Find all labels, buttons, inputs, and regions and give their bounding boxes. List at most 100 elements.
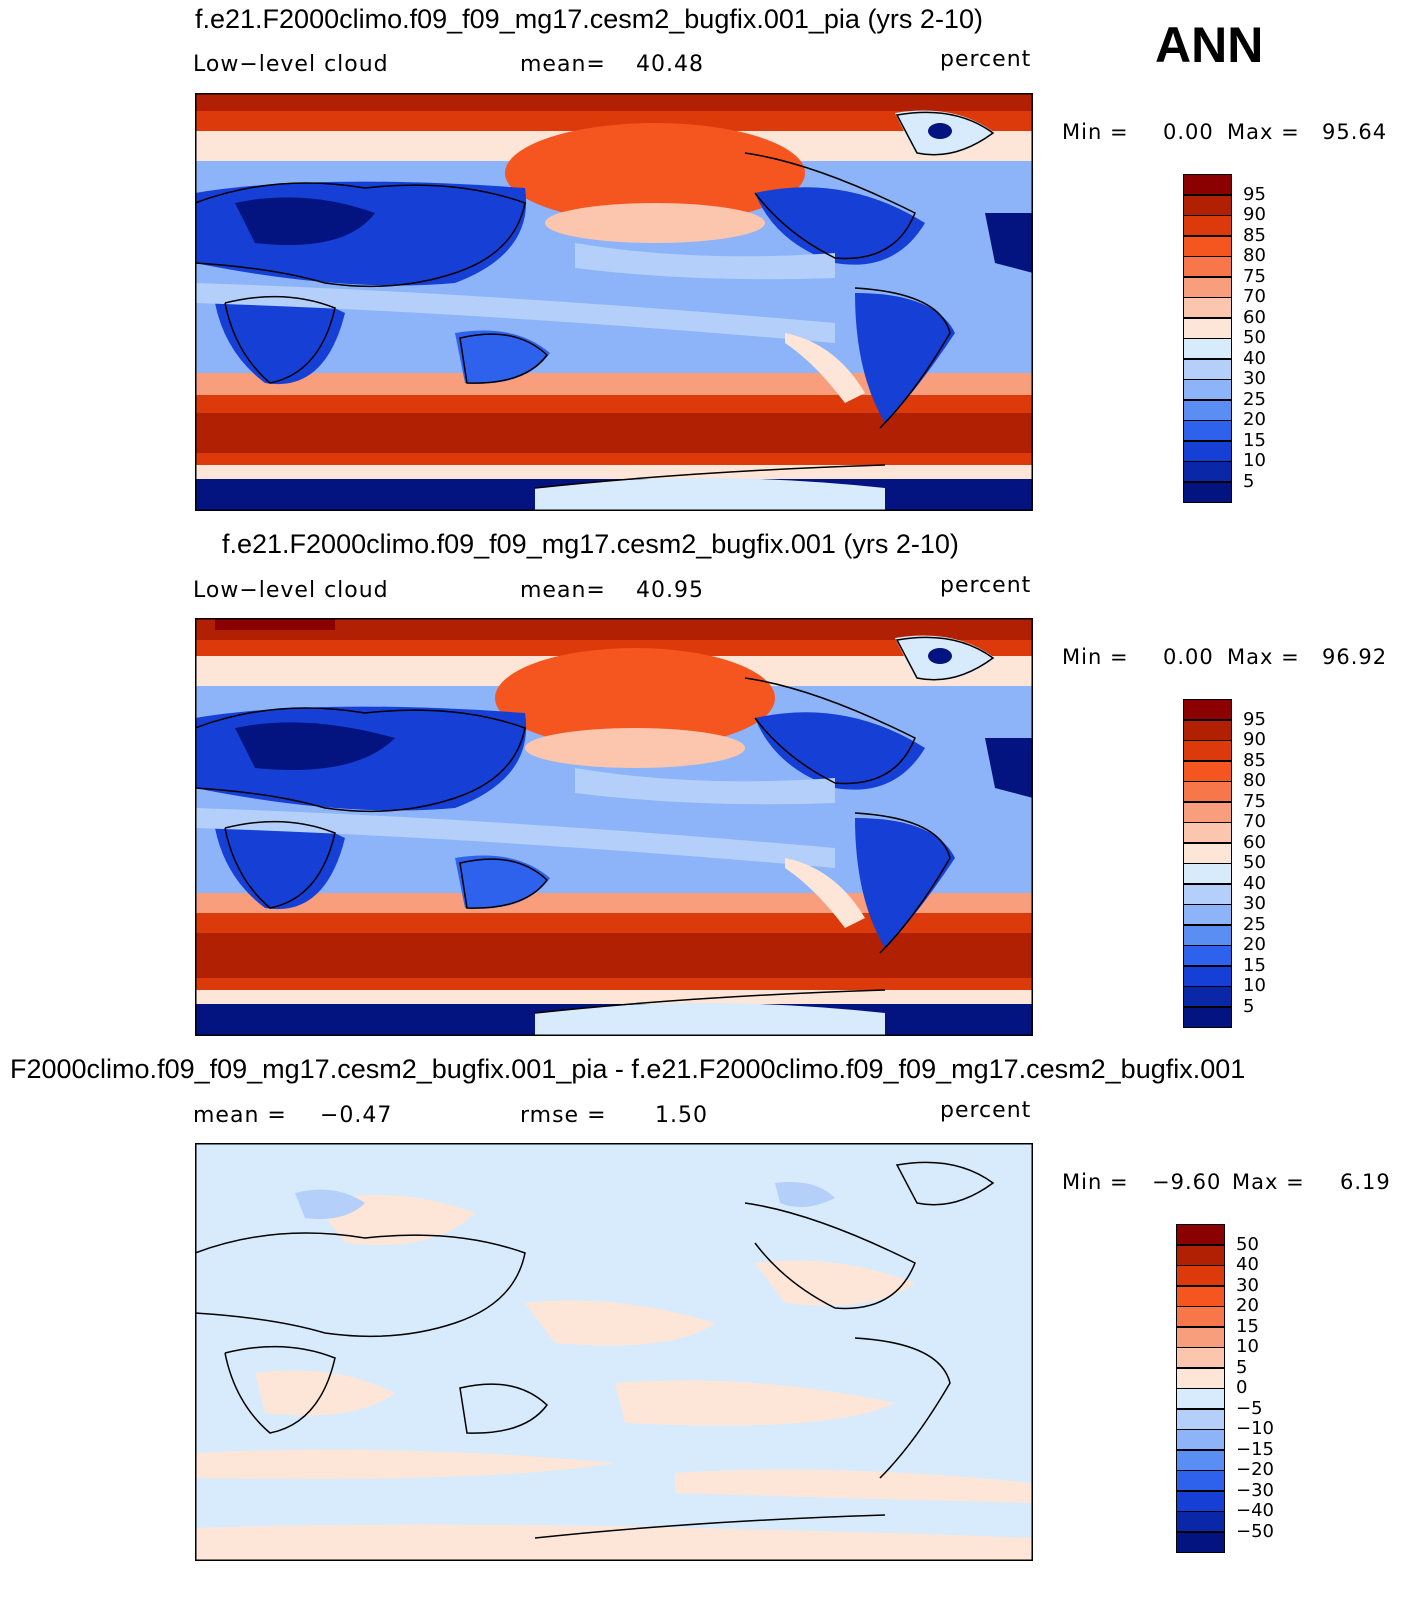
colorbar-swatch (1183, 276, 1232, 298)
panel-3-max-value: 6.19 (1340, 1170, 1391, 1194)
colorbar-tick-label: 15 (1243, 429, 1266, 451)
panel-1-map (195, 93, 1033, 511)
colorbar-tick-label: −15 (1236, 1438, 1274, 1460)
panel-2-mean-value: 40.95 (636, 578, 704, 603)
colorbar-tick-label: 40 (1236, 1254, 1259, 1275)
colorbar-tick-label: 10 (1236, 1336, 1259, 1357)
panel-1-mean-value: 40.48 (636, 52, 704, 77)
colorbar-tick-label: −50 (1236, 1520, 1274, 1542)
colorbar-tick-label: 5 (1243, 995, 1255, 1017)
colorbar-swatch (1183, 822, 1232, 843)
season-label: ANN (1155, 17, 1264, 73)
colorbar-swatch (1176, 1388, 1225, 1409)
colorbar-tick-label: 40 (1243, 347, 1266, 369)
colorbar-swatch (1183, 801, 1232, 823)
colorbar-swatch (1183, 174, 1232, 195)
colorbar-tick-label: 10 (1243, 975, 1266, 996)
panel-1-title: f.e21.F2000climo.f09_f09_mg17.cesm2_bugf… (195, 4, 983, 34)
colorbar-tick-label: 5 (1243, 470, 1255, 492)
colorbar-swatch (1183, 945, 1232, 966)
colorbar-swatch (1183, 965, 1232, 987)
colorbar-tick-label: 50 (1236, 1233, 1259, 1255)
colorbar-swatch (1176, 1470, 1225, 1491)
colorbar-tick-label: 30 (1243, 368, 1266, 389)
colorbar-swatch (1183, 215, 1232, 236)
panel-3-rmse-label: rmse = (520, 1103, 607, 1128)
colorbar-swatch (1176, 1306, 1225, 1327)
panel-2-max-value: 96.92 (1322, 645, 1388, 669)
colorbar-tick-label: 5 (1236, 1356, 1248, 1378)
colorbar-swatch (1183, 358, 1232, 380)
colorbar-swatch (1183, 904, 1232, 925)
panel-3-mean-value: −0.47 (320, 1103, 393, 1128)
colorbar-tick-label: 20 (1236, 1295, 1259, 1316)
colorbar-tick-label: 95 (1243, 183, 1266, 205)
colorbar-swatch (1176, 1224, 1225, 1245)
colorbar-swatch (1176, 1326, 1225, 1348)
panel-3-mean-label: mean = (193, 1103, 287, 1128)
panel-1-max-value: 95.64 (1322, 120, 1388, 144)
colorbar-swatch (1183, 481, 1232, 503)
colorbar-swatch (1183, 379, 1232, 400)
colorbar-swatch (1176, 1449, 1225, 1471)
panel-3-rmse-value: 1.50 (655, 1103, 708, 1128)
colorbar-tick-label: 80 (1243, 245, 1266, 266)
colorbar-swatch (1183, 420, 1232, 441)
colorbar-swatch (1183, 297, 1232, 318)
panel-1-units: percent (940, 47, 1032, 72)
colorbar-swatch (1176, 1511, 1225, 1532)
panel-2-mean-label: mean= (520, 578, 606, 603)
colorbar-tick-label: 0 (1236, 1377, 1248, 1398)
colorbar-swatch (1183, 338, 1232, 359)
colorbar-swatch (1183, 719, 1232, 741)
colorbar-tick-label: −10 (1236, 1418, 1274, 1439)
colorbar-tick-label: 20 (1243, 934, 1266, 955)
colorbar-tick-label: 70 (1243, 811, 1266, 832)
colorbar-swatch (1176, 1285, 1225, 1307)
colorbar-tick-label: −5 (1236, 1397, 1263, 1419)
colorbar-swatch (1176, 1347, 1225, 1368)
colorbar-swatch (1176, 1408, 1225, 1430)
panel-3-min-label: Min = (1062, 1170, 1129, 1194)
colorbar-swatch (1183, 461, 1232, 482)
panel-3-min-value: −9.60 (1152, 1170, 1222, 1194)
colorbar-tick-label: −20 (1236, 1459, 1274, 1480)
colorbar-tick-label: 60 (1243, 831, 1266, 853)
colorbar-tick-label: 40 (1243, 872, 1266, 894)
colorbar-swatch (1183, 986, 1232, 1007)
panel-3-map (195, 1143, 1033, 1561)
panel-2-title: f.e21.F2000climo.f09_f09_mg17.cesm2_bugf… (222, 529, 959, 559)
colorbar-tick-label: 70 (1243, 286, 1266, 307)
colorbar-tick-label: 20 (1243, 409, 1266, 430)
panel-2-map (195, 618, 1033, 1036)
colorbar-tick-label: 15 (1236, 1315, 1259, 1337)
colorbar-tick-label: 80 (1243, 770, 1266, 791)
colorbar-swatch (1183, 317, 1232, 339)
colorbar-tick-label: −30 (1236, 1479, 1274, 1501)
colorbar-tick-label: 90 (1243, 729, 1266, 750)
colorbar-swatch (1176, 1490, 1225, 1512)
panel-3-max-label: Max = (1232, 1170, 1305, 1194)
colorbar-swatch (1176, 1265, 1225, 1286)
colorbar-swatch (1183, 842, 1232, 864)
panel-1-min-value: 0.00 (1163, 120, 1214, 144)
panel-3-units: percent (940, 1098, 1032, 1123)
panel-2-min-value: 0.00 (1163, 645, 1214, 669)
colorbar-swatch (1176, 1244, 1225, 1266)
colorbar-swatch (1183, 194, 1232, 216)
colorbar-tick-label: 15 (1243, 954, 1266, 976)
colorbar-tick-label: 75 (1243, 265, 1266, 287)
colorbar-swatch (1183, 1006, 1232, 1028)
panel-2-variable-label: Low−level cloud (193, 578, 389, 603)
colorbar-swatch (1183, 760, 1232, 782)
colorbar-tick-label: 90 (1243, 204, 1266, 225)
panel-1-mean-label: mean= (520, 52, 606, 77)
colorbar-tick-label: 10 (1243, 450, 1266, 471)
colorbar-swatch (1176, 1367, 1225, 1389)
colorbar-tick-label: 95 (1243, 708, 1266, 730)
colorbar-swatch (1183, 924, 1232, 946)
colorbar-tick-label: 25 (1243, 913, 1266, 935)
colorbar-swatch (1183, 256, 1232, 277)
colorbar-swatch (1183, 399, 1232, 421)
